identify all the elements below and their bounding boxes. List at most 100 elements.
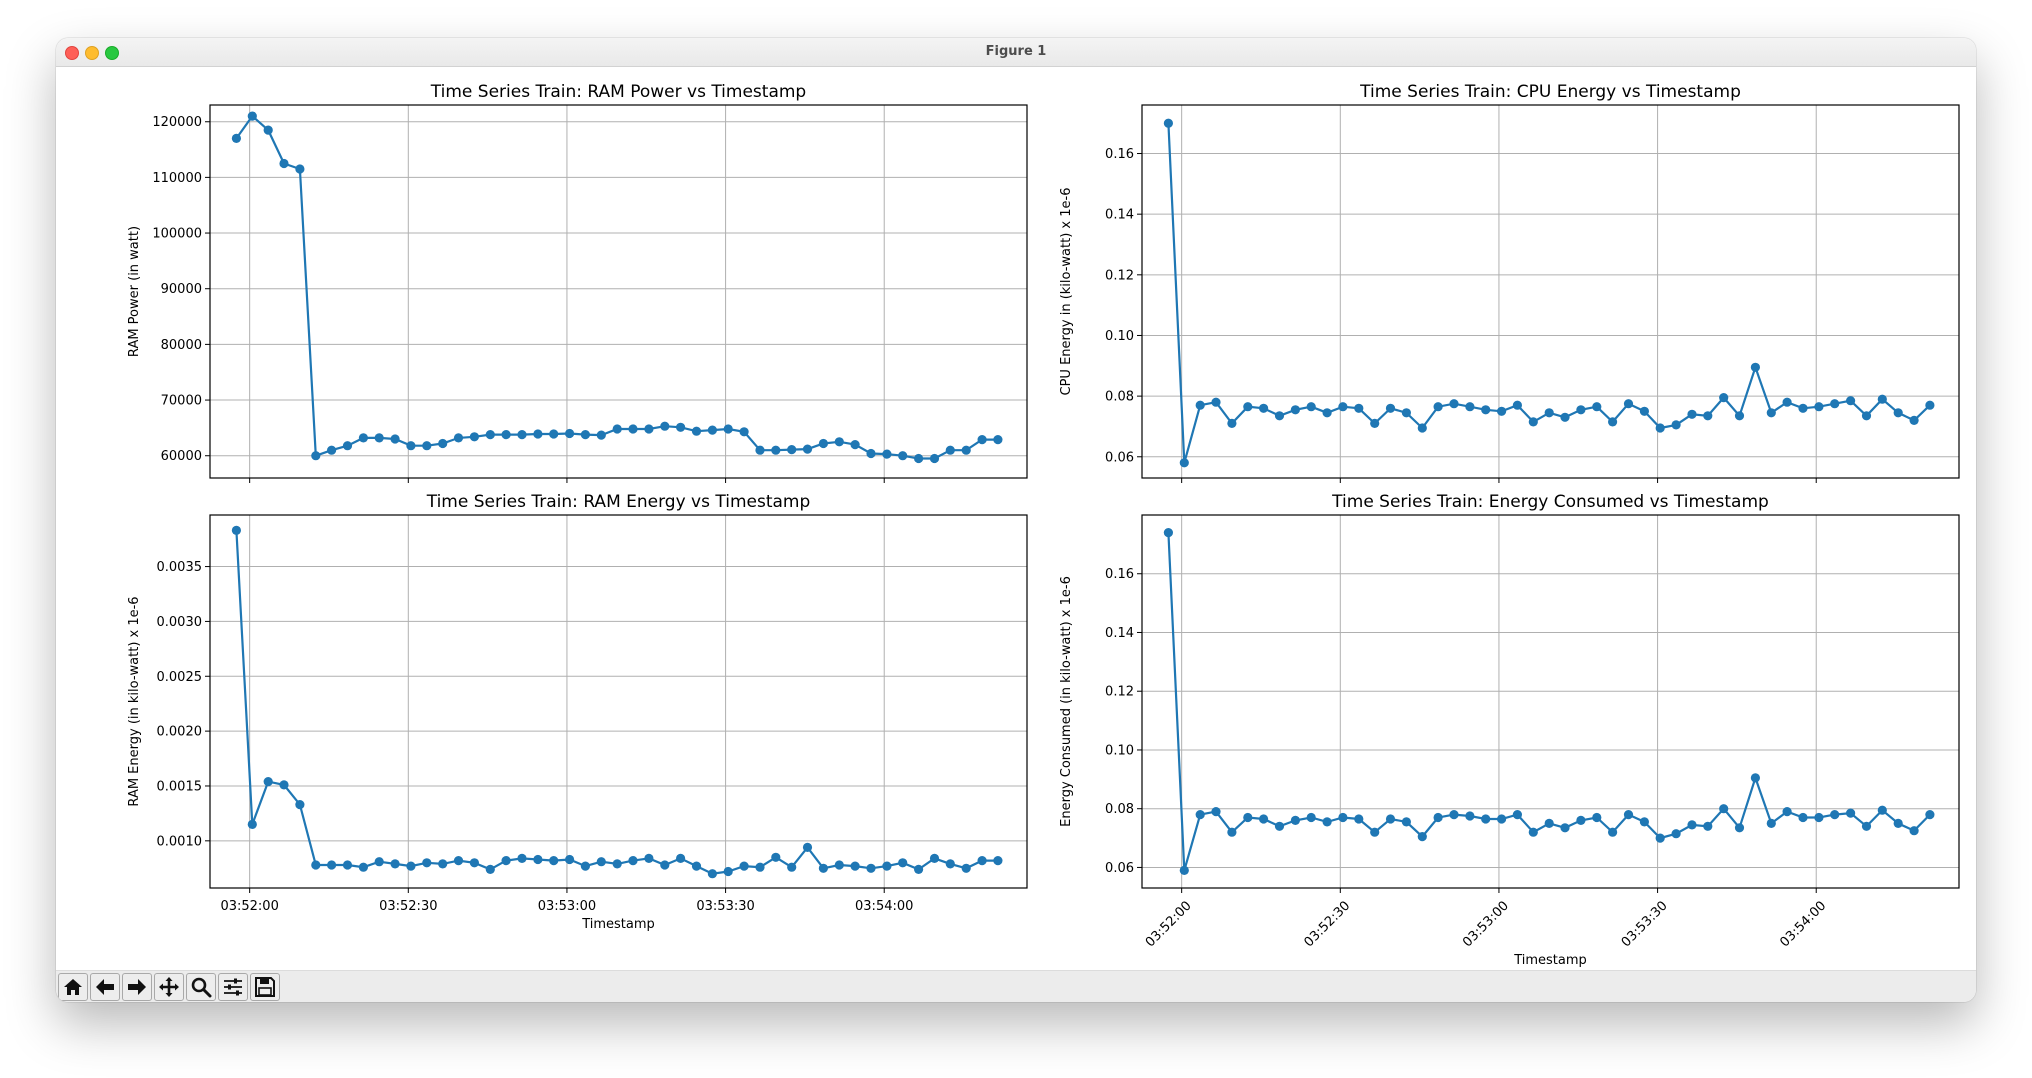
data-point [533, 854, 543, 865]
magnifier-icon [191, 977, 212, 998]
data-point [1417, 832, 1427, 842]
data-point [390, 434, 400, 444]
data-point [1719, 804, 1729, 814]
y-tick-label: 110000 [152, 171, 202, 186]
x-tick-label: 03:52:00 [220, 899, 278, 914]
data-point [1401, 408, 1411, 418]
data-point [358, 433, 368, 443]
data-point [231, 525, 241, 535]
data-point [834, 860, 844, 870]
y-tick-label: 120000 [152, 115, 202, 130]
data-point [1227, 827, 1237, 837]
data-point [945, 445, 955, 455]
data-point [438, 859, 448, 869]
data-point [1243, 402, 1253, 412]
data-point [1814, 402, 1824, 412]
data-point [311, 451, 321, 461]
data-point [1354, 814, 1364, 824]
data-point [263, 125, 273, 135]
pan-button[interactable] [154, 973, 184, 1001]
data-point [1512, 400, 1522, 410]
x-tick-label: 03:52:00 [1143, 898, 1195, 950]
data-point [1687, 409, 1697, 419]
data-point [802, 842, 813, 853]
data-point [1449, 810, 1459, 820]
data-point [422, 858, 432, 868]
x-tick-label: 03:52:30 [379, 899, 437, 914]
data-point [1608, 827, 1618, 837]
data-point [1877, 394, 1887, 404]
data-point [898, 451, 908, 461]
y-tick-label: 0.06 [1105, 861, 1134, 876]
x-tick-label: 03:53:30 [1619, 898, 1671, 950]
y-axis-label: RAM Power (in watt) [127, 226, 142, 357]
data-point [1179, 458, 1189, 468]
zoom-button[interactable] [186, 973, 216, 1001]
configure-subplots-button[interactable] [218, 973, 248, 1001]
data-point [1449, 399, 1459, 409]
data-point [1846, 808, 1856, 818]
data-point [1385, 403, 1396, 413]
data-point [866, 448, 876, 459]
forward-button[interactable] [122, 973, 152, 1001]
data-point [787, 862, 797, 872]
data-point [1719, 393, 1729, 403]
data-point [1211, 397, 1221, 407]
data-point [1782, 807, 1792, 817]
chart-title: Time Series Train: RAM Power vs Timestam… [430, 82, 806, 102]
data-point [1259, 403, 1269, 413]
back-button[interactable] [90, 973, 120, 1001]
data-point [1798, 403, 1808, 413]
data-point [390, 859, 400, 869]
data-point [755, 862, 765, 872]
navigation-toolbar [56, 970, 1976, 1002]
data-point [311, 860, 321, 870]
data-point [279, 158, 289, 169]
y-tick-label: 0.14 [1105, 208, 1134, 223]
minimize-window-button[interactable] [85, 46, 99, 60]
data-point [612, 859, 622, 869]
home-button[interactable] [58, 973, 88, 1001]
data-point [1274, 821, 1285, 831]
subplot-1: 60000 70000 80000 90000 100000 110000 120000 Ti… [127, 82, 1028, 483]
data-point [501, 856, 511, 866]
arrow-right-icon [128, 979, 146, 995]
data-point [1481, 814, 1491, 824]
data-point [977, 856, 987, 866]
data-point [485, 864, 495, 875]
sliders-icon [224, 978, 242, 996]
data-point [866, 863, 876, 873]
x-tick-label: 03:54:00 [855, 899, 913, 914]
y-tick-label: 100000 [152, 227, 202, 242]
data-point [993, 856, 1003, 866]
data-point [485, 430, 495, 440]
data-point [1322, 408, 1332, 418]
figure-window: Figure 1 60000 70000 80000 90000 100000 11000… [56, 38, 1976, 1002]
data-point [453, 856, 464, 866]
data-point [533, 429, 543, 439]
y-axis-label: CPU Energy in (kilo-watt) x 1e-6 [1059, 188, 1074, 396]
data-point [802, 444, 813, 454]
data-point [850, 440, 860, 450]
data-point [406, 441, 416, 451]
data-point [787, 445, 797, 455]
data-point [660, 421, 670, 431]
y-tick-label: 0.08 [1105, 802, 1134, 817]
data-point [1814, 812, 1824, 823]
data-point [1877, 805, 1887, 815]
maximize-window-button[interactable] [105, 46, 119, 60]
y-tick-label: 0.14 [1105, 626, 1134, 641]
data-point [596, 430, 606, 440]
close-window-button[interactable] [65, 46, 79, 60]
data-point [1560, 412, 1570, 422]
y-tick-label: 0.0035 [157, 560, 203, 575]
data-point [1608, 417, 1618, 427]
data-point [1655, 423, 1665, 433]
figure-canvas[interactable]: 60000 70000 80000 90000 100000 110000 120000 Ti… [56, 67, 1976, 970]
save-button[interactable] [250, 973, 280, 1001]
home-icon [64, 979, 82, 995]
data-point [469, 432, 479, 442]
data-point [1338, 402, 1348, 412]
data-point [1671, 829, 1681, 839]
y-axis-label: Energy Consumed (in kilo-watt) x 1e-6 [1059, 576, 1074, 827]
